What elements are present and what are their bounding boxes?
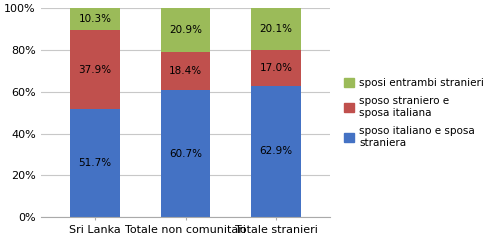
Bar — [161, 8, 210, 52]
Bar — [161, 52, 210, 90]
Text: 18.4%: 18.4% — [169, 66, 202, 76]
Text: 62.9%: 62.9% — [260, 147, 293, 157]
Bar — [251, 86, 301, 217]
Text: 60.7%: 60.7% — [169, 149, 202, 159]
Text: 51.7%: 51.7% — [78, 158, 112, 168]
Text: 37.9%: 37.9% — [78, 65, 112, 75]
Text: 20.1%: 20.1% — [260, 24, 293, 34]
Bar — [251, 50, 301, 86]
Bar — [161, 90, 210, 217]
Bar — [251, 8, 301, 50]
Text: 10.3%: 10.3% — [79, 14, 111, 24]
Bar — [70, 109, 120, 217]
Text: 17.0%: 17.0% — [260, 63, 293, 73]
Legend: sposi entrambi stranieri, sposo straniero e
sposa italiana, sposo italiano e spo: sposi entrambi stranieri, sposo stranier… — [342, 76, 486, 150]
Bar — [70, 8, 120, 30]
Text: 20.9%: 20.9% — [169, 25, 202, 35]
Bar — [70, 30, 120, 109]
